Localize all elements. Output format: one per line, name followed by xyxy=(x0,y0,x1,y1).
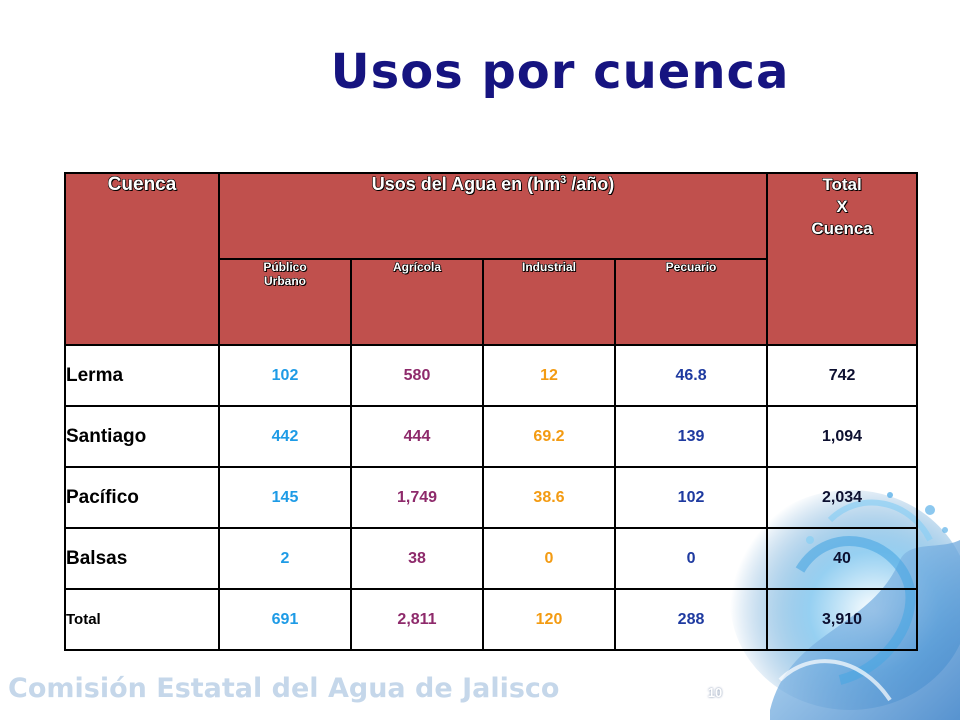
row-name: Lerma xyxy=(64,344,220,407)
row-name: Pacífico xyxy=(64,466,220,529)
header-cuenca: Cuenca xyxy=(64,172,220,346)
cell-industrial: 69.2 xyxy=(482,405,616,468)
cell-total: 40 xyxy=(766,527,919,590)
cell-publico: 2 xyxy=(218,527,352,590)
cell-agricola: 580 xyxy=(350,344,484,407)
cell-total: 3,910 xyxy=(766,588,919,651)
cell-industrial: 0 xyxy=(482,527,616,590)
cell-pecuario: 46.8 xyxy=(613,344,769,407)
header-publico-line1: Público xyxy=(263,260,307,274)
cell-publico: 145 xyxy=(218,466,352,529)
footer-organization: Comisión Estatal del Agua de Jalisco xyxy=(8,673,560,704)
header-agricola: Agrícola xyxy=(350,258,484,346)
cell-agricola: 1,749 xyxy=(350,466,484,529)
row-name: Total xyxy=(64,588,220,651)
cell-agricola: 2,811 xyxy=(350,588,484,651)
table-row-lerma: Lerma 102 580 12 46.8 742 xyxy=(64,344,919,407)
water-uses-table: Cuenca Usos del Agua en (hm3 /año) Total… xyxy=(64,172,919,651)
header-usos-del-agua: Usos del Agua en (hm3 /año) xyxy=(217,172,769,260)
cell-industrial: 38.6 xyxy=(482,466,616,529)
cell-total: 742 xyxy=(766,344,919,407)
table-row-santiago: Santiago 442 444 69.2 139 1,094 xyxy=(64,405,919,468)
cell-publico: 442 xyxy=(218,405,352,468)
row-name: Santiago xyxy=(64,405,220,468)
cell-publico: 102 xyxy=(218,344,352,407)
header-usos-suffix: /año) xyxy=(566,174,615,194)
header-total-x-cuenca: Total X Cuenca xyxy=(766,172,919,346)
cell-pecuario: 288 xyxy=(613,588,769,651)
cell-industrial: 120 xyxy=(482,588,616,651)
cell-industrial: 12 xyxy=(482,344,616,407)
cell-pecuario: 0 xyxy=(613,527,769,590)
table-row-balsas: Balsas 2 38 0 0 40 xyxy=(64,527,919,590)
table-row-pacifico: Pacífico 145 1,749 38.6 102 2,034 xyxy=(64,466,919,529)
header-industrial: Industrial xyxy=(482,258,616,346)
row-name: Balsas xyxy=(64,527,220,590)
header-usos-prefix: Usos del Agua en (hm xyxy=(371,174,561,194)
header-total-line2: X xyxy=(836,197,848,216)
cell-pecuario: 102 xyxy=(613,466,769,529)
page-number: 10 xyxy=(707,685,723,700)
cell-publico: 691 xyxy=(218,588,352,651)
cell-pecuario: 139 xyxy=(613,405,769,468)
page-title: Usos por cuenca xyxy=(330,44,790,100)
table-row-total: Total 691 2,811 120 288 3,910 xyxy=(64,588,919,651)
cell-total: 2,034 xyxy=(766,466,919,529)
header-total-line1: Total xyxy=(822,175,862,194)
header-pecuario: Pecuario xyxy=(613,258,769,346)
cell-agricola: 444 xyxy=(350,405,484,468)
header-publico-urbano: Público Urbano xyxy=(218,258,352,346)
header-total-line3: Cuenca xyxy=(811,219,873,238)
cell-total: 1,094 xyxy=(766,405,919,468)
header-publico-line2: Urbano xyxy=(264,274,306,288)
cell-agricola: 38 xyxy=(350,527,484,590)
header-usos-sup: 3 xyxy=(560,174,567,186)
